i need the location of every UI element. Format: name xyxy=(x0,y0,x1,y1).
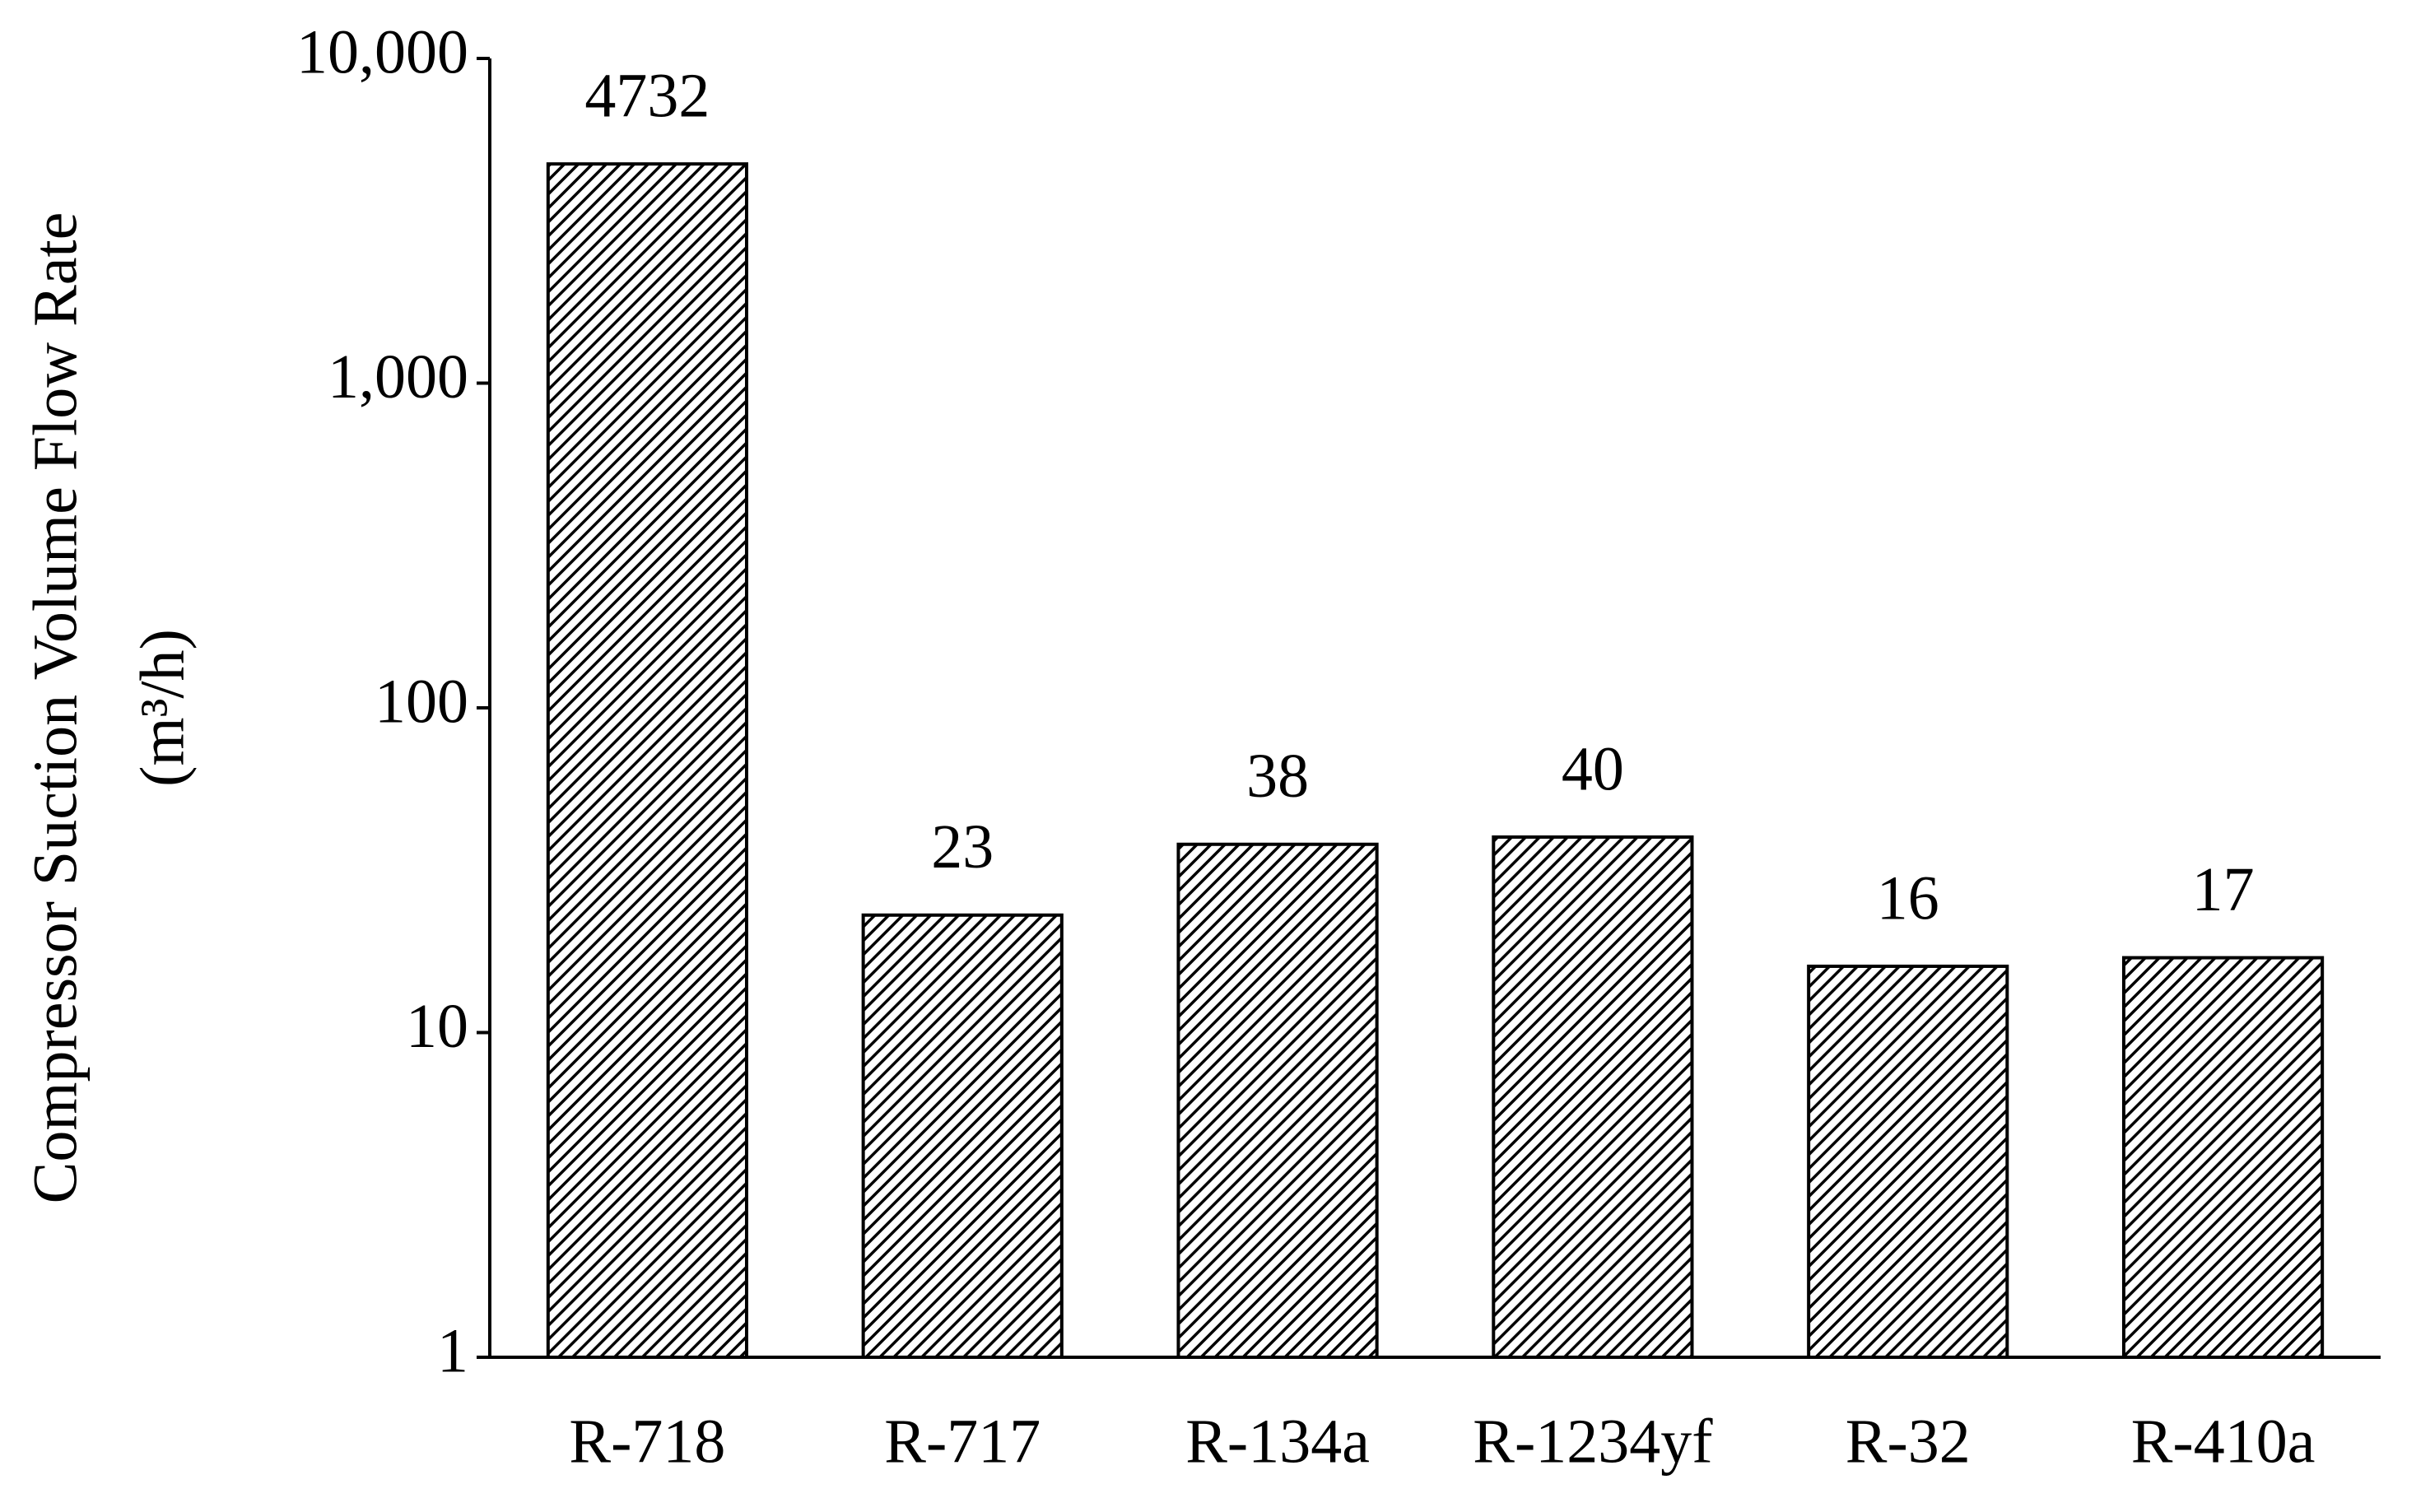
y-tick-label: 1,000 xyxy=(328,342,468,412)
y-tick-label: 10,000 xyxy=(296,17,468,86)
bar xyxy=(546,162,749,1360)
bar xyxy=(2121,956,2325,1359)
data-label: 17 xyxy=(2192,855,2255,924)
y-axis-title-line: (m³/h) xyxy=(128,629,197,787)
y-axis-title: Compressor Suction Volume Flow Rate (m³/… xyxy=(21,212,197,1204)
data-label: 40 xyxy=(1562,734,1624,803)
bar xyxy=(1807,964,2009,1359)
data-label: 4732 xyxy=(584,62,710,131)
data-label: 38 xyxy=(1246,742,1309,811)
x-tick-label: R-410a xyxy=(2131,1407,2316,1476)
y-tick-label: 10 xyxy=(406,992,468,1061)
x-tick-label: R-134a xyxy=(1185,1407,1370,1476)
x-tick-label: R-717 xyxy=(884,1407,1040,1476)
x-tick-label: R-718 xyxy=(569,1407,725,1476)
y-tick-label: 100 xyxy=(375,667,468,736)
bar xyxy=(861,913,1064,1359)
data-label: 23 xyxy=(931,812,994,882)
y-tick-label: 1 xyxy=(437,1316,468,1385)
x-tick-label: R-1234yf xyxy=(1473,1407,1713,1476)
bar xyxy=(1176,842,1379,1359)
bar xyxy=(1492,835,1694,1359)
data-label: 16 xyxy=(1877,863,1939,933)
x-tick-label: R-32 xyxy=(1846,1407,1971,1476)
y-axis-title-line: Compressor Suction Volume Flow Rate xyxy=(21,212,90,1204)
